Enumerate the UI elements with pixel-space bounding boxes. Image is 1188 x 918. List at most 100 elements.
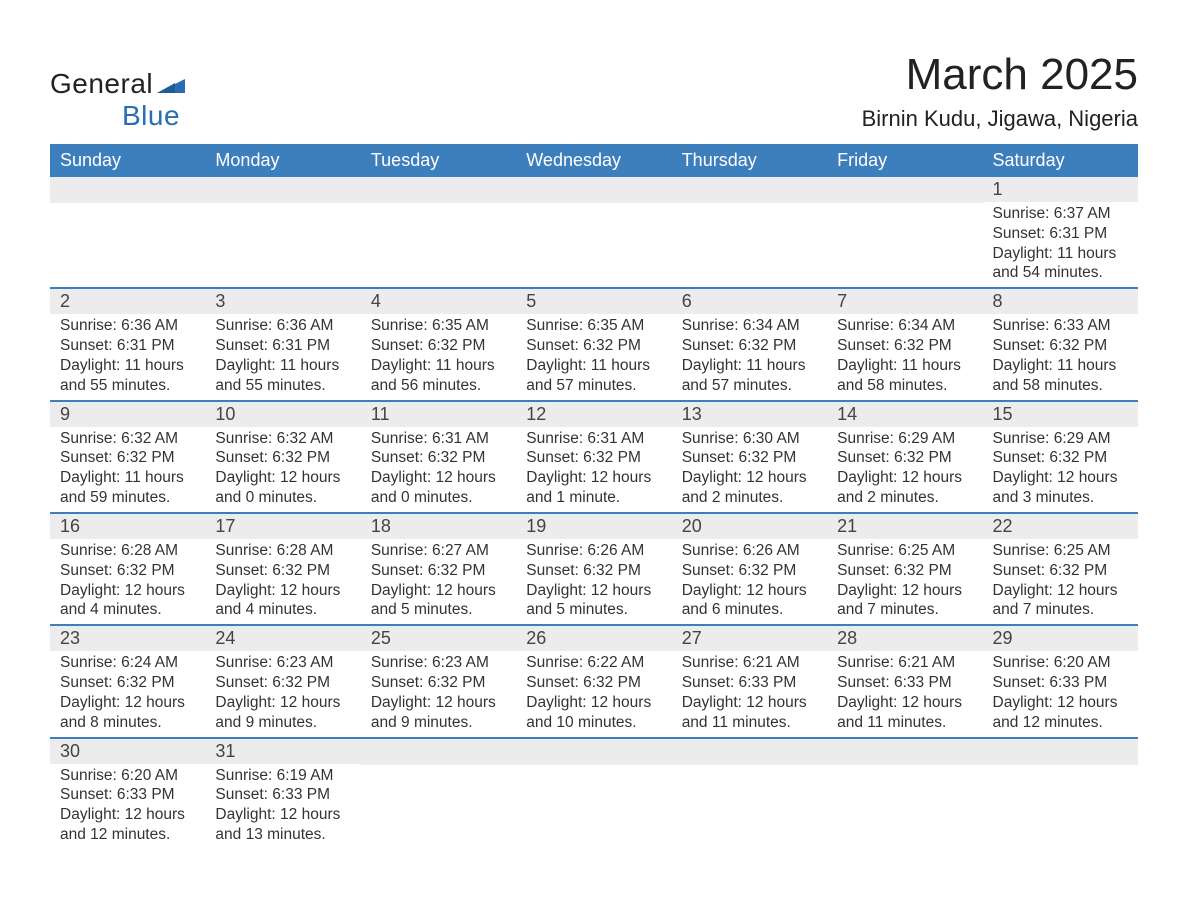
day-cell: 20Sunrise: 6:26 AMSunset: 6:32 PMDayligh… xyxy=(672,514,827,624)
sunset-text: Sunset: 6:32 PM xyxy=(371,673,506,693)
day-empty xyxy=(50,177,205,287)
day-number xyxy=(672,739,827,765)
day-body: Sunrise: 6:31 AMSunset: 6:32 PMDaylight:… xyxy=(361,427,516,508)
day-body: Sunrise: 6:33 AMSunset: 6:32 PMDaylight:… xyxy=(983,314,1138,395)
sunset-text: Sunset: 6:31 PM xyxy=(993,224,1128,244)
daylight-text: Daylight: 12 hours and 7 minutes. xyxy=(837,581,972,621)
day-cell: 2Sunrise: 6:36 AMSunset: 6:31 PMDaylight… xyxy=(50,289,205,399)
day-cell: 31Sunrise: 6:19 AMSunset: 6:33 PMDayligh… xyxy=(205,739,360,849)
sunset-text: Sunset: 6:33 PM xyxy=(60,785,195,805)
sunset-text: Sunset: 6:32 PM xyxy=(993,561,1128,581)
day-number: 27 xyxy=(672,626,827,651)
day-body: Sunrise: 6:36 AMSunset: 6:31 PMDaylight:… xyxy=(205,314,360,395)
day-empty xyxy=(516,739,671,849)
daylight-text: Daylight: 12 hours and 3 minutes. xyxy=(993,468,1128,508)
day-body: Sunrise: 6:29 AMSunset: 6:32 PMDaylight:… xyxy=(983,427,1138,508)
day-number xyxy=(516,177,671,203)
location: Birnin Kudu, Jigawa, Nigeria xyxy=(862,106,1138,132)
week-row: 1Sunrise: 6:37 AMSunset: 6:31 PMDaylight… xyxy=(50,177,1138,287)
sunset-text: Sunset: 6:32 PM xyxy=(993,336,1128,356)
sunset-text: Sunset: 6:32 PM xyxy=(993,448,1128,468)
daylight-text: Daylight: 11 hours and 55 minutes. xyxy=(60,356,195,396)
sunset-text: Sunset: 6:32 PM xyxy=(837,561,972,581)
sunset-text: Sunset: 6:32 PM xyxy=(526,561,661,581)
calendar: Sunday Monday Tuesday Wednesday Thursday… xyxy=(50,144,1138,849)
sunset-text: Sunset: 6:32 PM xyxy=(60,561,195,581)
day-cell: 24Sunrise: 6:23 AMSunset: 6:32 PMDayligh… xyxy=(205,626,360,736)
day-cell: 4Sunrise: 6:35 AMSunset: 6:32 PMDaylight… xyxy=(361,289,516,399)
daylight-text: Daylight: 12 hours and 0 minutes. xyxy=(215,468,350,508)
sunrise-text: Sunrise: 6:26 AM xyxy=(682,541,817,561)
sunset-text: Sunset: 6:32 PM xyxy=(837,448,972,468)
calendar-header-row: Sunday Monday Tuesday Wednesday Thursday… xyxy=(50,144,1138,177)
sunset-text: Sunset: 6:32 PM xyxy=(526,448,661,468)
sunset-text: Sunset: 6:32 PM xyxy=(837,336,972,356)
day-number: 15 xyxy=(983,402,1138,427)
sunrise-text: Sunrise: 6:34 AM xyxy=(837,316,972,336)
daylight-text: Daylight: 11 hours and 54 minutes. xyxy=(993,244,1128,284)
daylight-text: Daylight: 11 hours and 58 minutes. xyxy=(993,356,1128,396)
daylight-text: Daylight: 11 hours and 55 minutes. xyxy=(215,356,350,396)
sunset-text: Sunset: 6:33 PM xyxy=(837,673,972,693)
sunrise-text: Sunrise: 6:27 AM xyxy=(371,541,506,561)
day-cell: 21Sunrise: 6:25 AMSunset: 6:32 PMDayligh… xyxy=(827,514,982,624)
sunrise-text: Sunrise: 6:37 AM xyxy=(993,204,1128,224)
day-number xyxy=(50,177,205,203)
sunset-text: Sunset: 6:32 PM xyxy=(526,336,661,356)
daylight-text: Daylight: 12 hours and 4 minutes. xyxy=(60,581,195,621)
day-number: 31 xyxy=(205,739,360,764)
sunrise-text: Sunrise: 6:28 AM xyxy=(215,541,350,561)
dayhead-tuesday: Tuesday xyxy=(361,144,516,177)
day-body: Sunrise: 6:25 AMSunset: 6:32 PMDaylight:… xyxy=(827,539,982,620)
day-number: 8 xyxy=(983,289,1138,314)
weeks-container: 1Sunrise: 6:37 AMSunset: 6:31 PMDaylight… xyxy=(50,177,1138,849)
day-body: Sunrise: 6:23 AMSunset: 6:32 PMDaylight:… xyxy=(205,651,360,732)
day-body: Sunrise: 6:26 AMSunset: 6:32 PMDaylight:… xyxy=(516,539,671,620)
day-number: 17 xyxy=(205,514,360,539)
sunrise-text: Sunrise: 6:19 AM xyxy=(215,766,350,786)
daylight-text: Daylight: 11 hours and 59 minutes. xyxy=(60,468,195,508)
sunset-text: Sunset: 6:32 PM xyxy=(682,448,817,468)
daylight-text: Daylight: 12 hours and 11 minutes. xyxy=(682,693,817,733)
sunrise-text: Sunrise: 6:34 AM xyxy=(682,316,817,336)
day-body: Sunrise: 6:22 AMSunset: 6:32 PMDaylight:… xyxy=(516,651,671,732)
day-body: Sunrise: 6:21 AMSunset: 6:33 PMDaylight:… xyxy=(827,651,982,732)
day-number: 6 xyxy=(672,289,827,314)
day-number: 3 xyxy=(205,289,360,314)
day-empty xyxy=(672,739,827,849)
day-number: 16 xyxy=(50,514,205,539)
sunrise-text: Sunrise: 6:25 AM xyxy=(837,541,972,561)
sunset-text: Sunset: 6:32 PM xyxy=(371,448,506,468)
day-cell: 29Sunrise: 6:20 AMSunset: 6:33 PMDayligh… xyxy=(983,626,1138,736)
sunset-text: Sunset: 6:33 PM xyxy=(993,673,1128,693)
sunset-text: Sunset: 6:31 PM xyxy=(60,336,195,356)
day-cell: 22Sunrise: 6:25 AMSunset: 6:32 PMDayligh… xyxy=(983,514,1138,624)
sunset-text: Sunset: 6:33 PM xyxy=(215,785,350,805)
sunrise-text: Sunrise: 6:21 AM xyxy=(837,653,972,673)
daylight-text: Daylight: 11 hours and 58 minutes. xyxy=(837,356,972,396)
day-number xyxy=(205,177,360,203)
day-number: 7 xyxy=(827,289,982,314)
week-row: 2Sunrise: 6:36 AMSunset: 6:31 PMDaylight… xyxy=(50,287,1138,399)
day-empty xyxy=(205,177,360,287)
sunset-text: Sunset: 6:32 PM xyxy=(371,561,506,581)
sunrise-text: Sunrise: 6:25 AM xyxy=(993,541,1128,561)
daylight-text: Daylight: 11 hours and 56 minutes. xyxy=(371,356,506,396)
sunrise-text: Sunrise: 6:28 AM xyxy=(60,541,195,561)
day-number: 2 xyxy=(50,289,205,314)
sunset-text: Sunset: 6:32 PM xyxy=(371,336,506,356)
sunrise-text: Sunrise: 6:31 AM xyxy=(371,429,506,449)
day-cell: 9Sunrise: 6:32 AMSunset: 6:32 PMDaylight… xyxy=(50,402,205,512)
day-cell: 25Sunrise: 6:23 AMSunset: 6:32 PMDayligh… xyxy=(361,626,516,736)
dayhead-thursday: Thursday xyxy=(672,144,827,177)
sunrise-text: Sunrise: 6:32 AM xyxy=(215,429,350,449)
daylight-text: Daylight: 12 hours and 8 minutes. xyxy=(60,693,195,733)
sunset-text: Sunset: 6:32 PM xyxy=(215,673,350,693)
daylight-text: Daylight: 12 hours and 7 minutes. xyxy=(993,581,1128,621)
day-cell: 1Sunrise: 6:37 AMSunset: 6:31 PMDaylight… xyxy=(983,177,1138,287)
day-empty xyxy=(361,177,516,287)
day-number: 1 xyxy=(983,177,1138,202)
day-cell: 17Sunrise: 6:28 AMSunset: 6:32 PMDayligh… xyxy=(205,514,360,624)
sunrise-text: Sunrise: 6:23 AM xyxy=(371,653,506,673)
day-cell: 14Sunrise: 6:29 AMSunset: 6:32 PMDayligh… xyxy=(827,402,982,512)
